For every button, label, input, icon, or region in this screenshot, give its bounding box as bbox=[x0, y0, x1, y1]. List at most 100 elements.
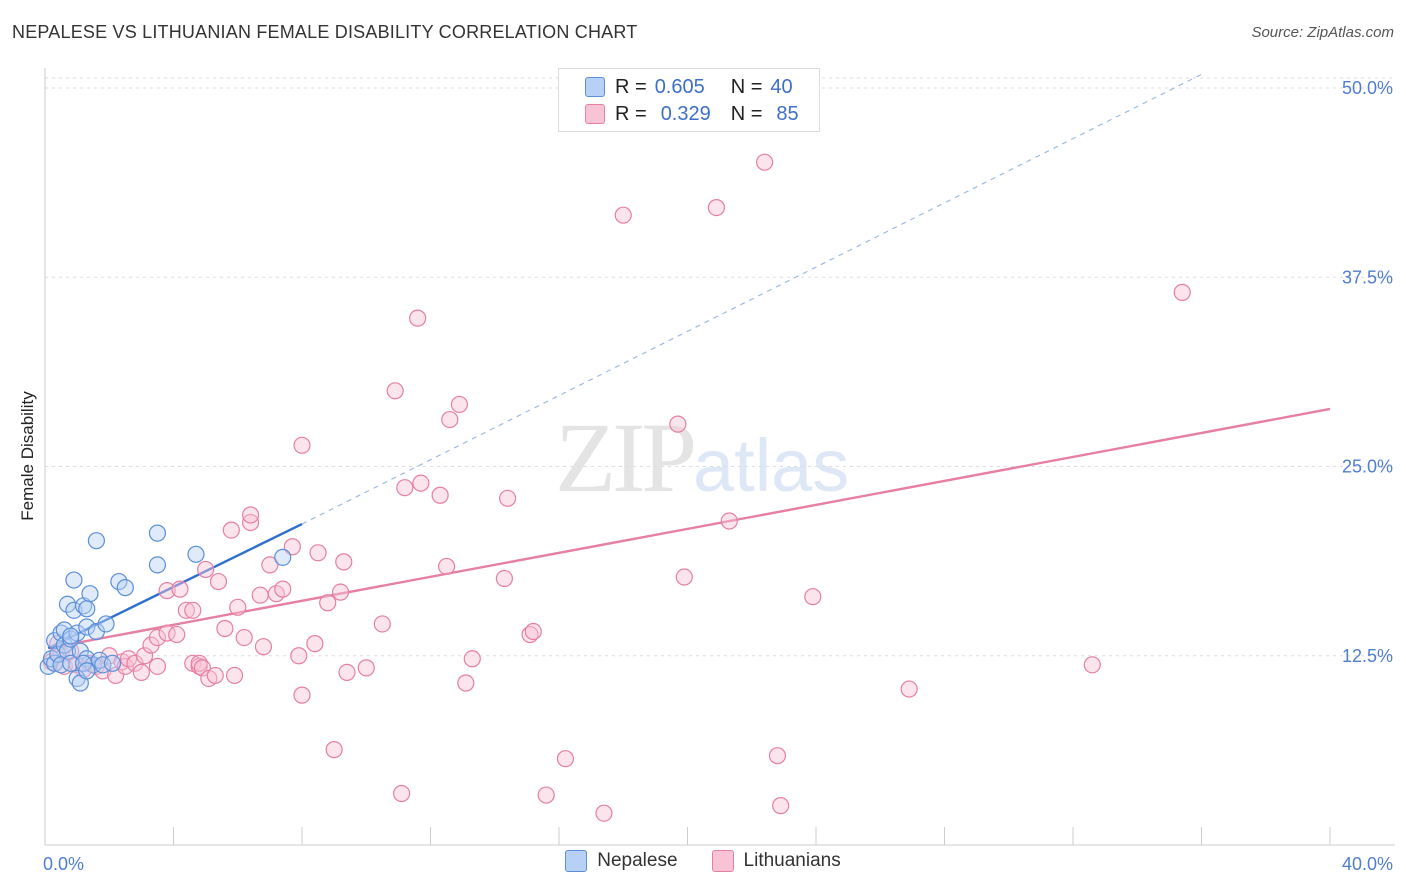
point-lithuanians bbox=[319, 594, 337, 612]
point-lithuanians bbox=[1083, 656, 1101, 674]
bottom-legend-swatch-lithuanians bbox=[711, 850, 734, 872]
point-lithuanians bbox=[222, 521, 240, 539]
legend-row-nepalese: R = 0.605 N = 40 bbox=[585, 74, 793, 100]
point-lithuanians bbox=[193, 659, 212, 677]
bottom-legend-nepalese: Nepalese bbox=[565, 850, 678, 872]
point-nepalese bbox=[148, 556, 167, 574]
chart-title: NEPALESE VS LITHUANIAN FEMALE DISABILITY… bbox=[12, 22, 638, 42]
point-lithuanians bbox=[206, 666, 224, 685]
point-lithuanians bbox=[338, 663, 356, 682]
point-lithuanians bbox=[171, 580, 189, 598]
legend-n-label: N = bbox=[730, 102, 763, 125]
point-nepalese bbox=[274, 548, 292, 566]
point-lithuanians bbox=[197, 560, 215, 579]
point-lithuanians bbox=[495, 569, 513, 588]
legend-n-value-lithuanians: 85 bbox=[776, 102, 799, 125]
point-nepalese bbox=[116, 579, 134, 597]
point-nepalese bbox=[110, 572, 128, 591]
point-lithuanians bbox=[251, 586, 269, 604]
point-lithuanians bbox=[900, 680, 918, 698]
point-lithuanians bbox=[707, 199, 726, 217]
point-lithuanians bbox=[595, 804, 613, 822]
y-tick-label: 37.5% bbox=[1342, 267, 1393, 287]
trend-lines bbox=[47, 73, 1331, 650]
x-tick-label-min: 0.0% bbox=[43, 854, 84, 874]
point-lithuanians bbox=[675, 568, 693, 586]
point-lithuanians bbox=[396, 479, 414, 497]
tick-labels: 12.5% 25.0% 37.5% 50.0% 0.0% 40.0% bbox=[43, 78, 1393, 874]
point-nepalese bbox=[78, 662, 96, 680]
point-lithuanians bbox=[290, 647, 308, 665]
point-lithuanians bbox=[437, 557, 456, 576]
legend-n-label: N = bbox=[730, 75, 763, 98]
point-nepalese bbox=[78, 600, 96, 618]
point-lithuanians bbox=[441, 410, 459, 429]
point-lithuanians bbox=[457, 674, 475, 692]
point-nepalese bbox=[65, 601, 83, 619]
bottom-legend: Nepalese Lithuanians bbox=[0, 850, 1406, 872]
point-lithuanians bbox=[386, 382, 404, 400]
point-lithuanians bbox=[225, 666, 244, 685]
point-nepalese bbox=[62, 627, 80, 645]
point-lithuanians bbox=[293, 436, 311, 454]
point-lithuanians bbox=[148, 628, 167, 647]
point-nepalese bbox=[81, 585, 99, 603]
point-lithuanians bbox=[184, 601, 202, 619]
point-nepalese bbox=[87, 532, 106, 550]
point-lithuanians bbox=[216, 619, 234, 638]
point-lithuanians bbox=[148, 657, 167, 675]
bottom-legend-lithuanians: Lithuanians bbox=[711, 850, 841, 872]
point-lithuanians bbox=[325, 741, 343, 759]
legend-swatch-lithuanians bbox=[585, 104, 605, 124]
y-tick-label: 12.5% bbox=[1342, 646, 1393, 666]
point-nepalese bbox=[78, 618, 96, 636]
trend-line-nepalese bbox=[47, 522, 303, 650]
point-lithuanians bbox=[357, 659, 375, 677]
point-lithuanians bbox=[392, 784, 411, 803]
watermark-atlas: atlas bbox=[693, 424, 850, 507]
point-lithuanians bbox=[409, 309, 427, 327]
legend-row-lithuanians: R = 0.329 N = 85 bbox=[585, 101, 799, 127]
point-lithuanians bbox=[431, 486, 449, 504]
point-lithuanians bbox=[772, 797, 790, 815]
point-lithuanians bbox=[521, 625, 539, 644]
point-lithuanians bbox=[235, 628, 253, 647]
point-lithuanians bbox=[331, 583, 350, 601]
legend-r-label: R = bbox=[615, 75, 647, 98]
legend-n-value-nepalese: 40 bbox=[770, 75, 793, 98]
point-lithuanians bbox=[261, 556, 279, 574]
point-nepalese bbox=[103, 654, 122, 672]
point-lithuanians bbox=[293, 686, 311, 704]
point-nepalese bbox=[49, 645, 67, 663]
point-lithuanians bbox=[524, 622, 542, 641]
point-lithuanians bbox=[556, 750, 575, 768]
point-lithuanians bbox=[614, 206, 632, 224]
point-nepalese bbox=[65, 571, 83, 589]
trend-line-nepalese-extension bbox=[301, 73, 1202, 525]
legend-r-value-nepalese: 0.605 bbox=[654, 75, 705, 98]
legend-swatch-nepalese bbox=[585, 77, 605, 97]
y-tick-label: 25.0% bbox=[1342, 457, 1393, 477]
point-lithuanians bbox=[242, 506, 260, 524]
point-nepalese bbox=[97, 615, 115, 633]
point-nepalese bbox=[187, 545, 205, 563]
x-tick-label-max: 40.0% bbox=[1342, 854, 1393, 874]
grid-lines bbox=[45, 77, 1395, 657]
source-label: Source: ZipAtlas.com bbox=[1251, 24, 1394, 41]
point-lithuanians bbox=[229, 598, 247, 616]
watermark-zip: ZIP bbox=[555, 402, 697, 513]
point-lithuanians bbox=[177, 601, 195, 619]
point-lithuanians bbox=[254, 638, 273, 656]
point-lithuanians bbox=[669, 415, 687, 433]
point-lithuanians bbox=[373, 615, 391, 633]
point-lithuanians bbox=[755, 153, 774, 171]
point-lithuanians bbox=[463, 650, 481, 668]
watermark: ZIPatlas bbox=[555, 400, 849, 515]
bottom-legend-label-lithuanians: Lithuanians bbox=[743, 850, 841, 871]
point-lithuanians bbox=[1173, 283, 1191, 301]
point-lithuanians bbox=[499, 489, 517, 507]
point-lithuanians bbox=[135, 647, 154, 665]
point-lithuanians bbox=[768, 747, 787, 765]
point-lithuanians bbox=[412, 474, 430, 492]
